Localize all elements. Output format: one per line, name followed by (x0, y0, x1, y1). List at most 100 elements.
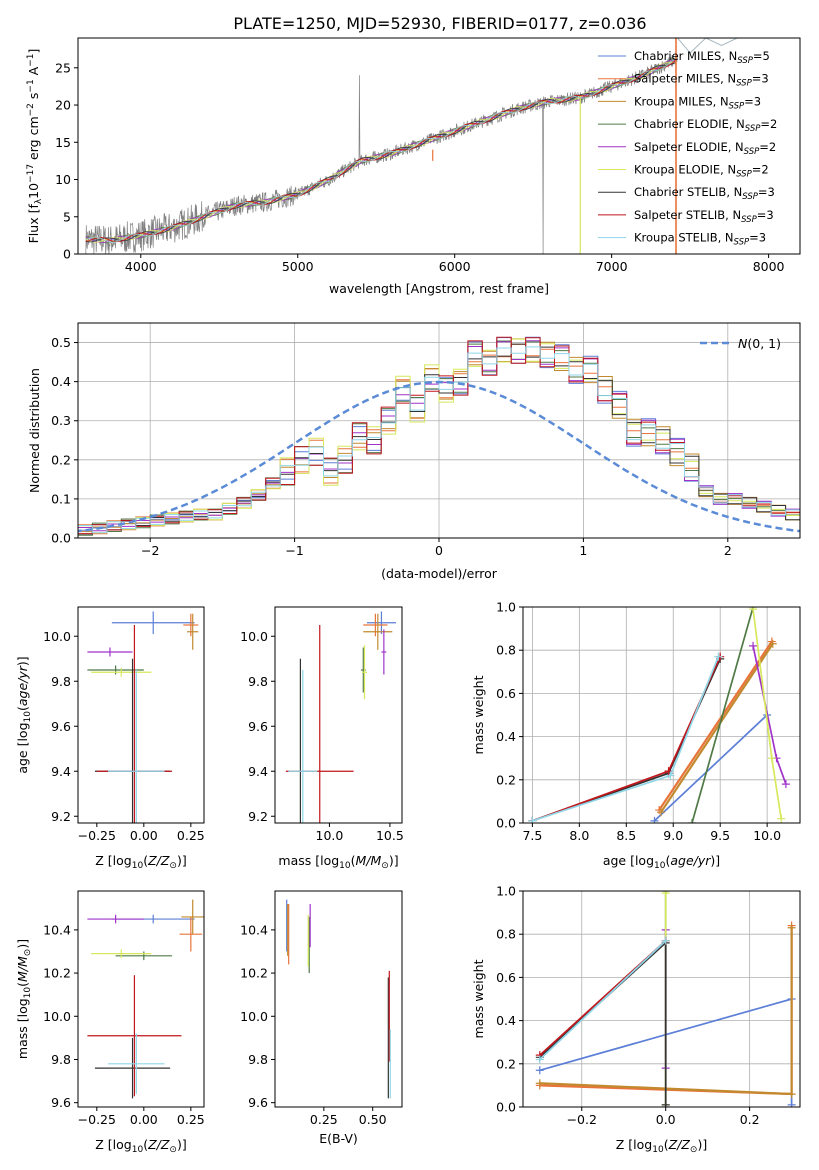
x-tick-label: 1 (579, 543, 587, 558)
x-tick-label: 0.0 (656, 1112, 676, 1127)
y-tick-label: 0.0 (496, 816, 516, 831)
weight-marker-kroupa_miles (768, 639, 777, 648)
y-tick-label: 0.8 (496, 643, 516, 658)
y-tick-label: 0.2 (496, 1056, 516, 1071)
axes-frame (77, 606, 205, 824)
weight-line-chabrier_stelib (539, 940, 667, 1105)
y-tick-label: 0.8 (496, 927, 516, 942)
y-tick-label: 25 (55, 60, 71, 75)
y-tick-label: 0.0 (51, 531, 71, 546)
axes-frame (274, 890, 403, 1108)
y-tick-label: 5 (63, 209, 71, 224)
weight-marker-chabrier_miles (535, 1066, 544, 1075)
y-tick-label: 10.0 (43, 629, 71, 644)
y-tick-label: 9.8 (248, 1052, 268, 1067)
y-tick-label: 9.6 (248, 719, 268, 734)
x-tick-label: −2 (141, 543, 159, 558)
normal-curve (78, 380, 800, 533)
weight-marker-kroupa_stelib (714, 652, 723, 661)
x-tick-label: 9.5 (710, 828, 730, 843)
legend-entry-normal: N(0, 1) (738, 336, 781, 351)
histogram-salpeter_miles (78, 343, 800, 535)
axes-frame (77, 322, 801, 539)
x-tick-label: 9.0 (663, 828, 683, 843)
y-tick-label: 9.6 (248, 1095, 268, 1110)
x-tick-label: −0.25 (78, 828, 116, 843)
panel-spectrum: 4000 5000 6000 7000 8000 0 5 10 15 20 25 Chabrier M… (26, 37, 801, 296)
y-tick-label: 0.0 (496, 1100, 516, 1115)
y-axis-label: Flux [fλ10−17 erg cm−2 s−1 A−1] (26, 49, 44, 244)
axes-frame (522, 890, 801, 1108)
y-tick-label: 15 (55, 135, 71, 150)
y-tick-label: 9.6 (51, 1095, 71, 1110)
x-tick-label: 2 (724, 543, 732, 558)
panel-mass_vs_ebv: 0.25 0.50 9.6 9.8 10.0 10.2 10.4 E(B-V) (240, 890, 403, 1146)
y-tick-label: 9.2 (248, 809, 268, 824)
x-tick-label: 5000 (282, 259, 314, 274)
model-line-salpeter_elodie (85, 59, 677, 244)
y-tick-label: 20 (55, 98, 71, 113)
x-axis-label: Z [log10(Z/Z⊙)] (95, 853, 186, 871)
weight-marker-salpeter_elodie (781, 780, 790, 789)
x-tick-label: 8.5 (616, 828, 636, 843)
x-tick-label: 10.0 (316, 828, 344, 843)
model-line-chabrier_stelib (85, 62, 677, 243)
x-tick-label: 0.25 (177, 1112, 205, 1127)
x-tick-label: 0.00 (130, 1112, 158, 1127)
x-tick-label: 10.0 (753, 828, 781, 843)
plot-area (87, 899, 204, 1099)
x-tick-label: −0.25 (78, 1112, 116, 1127)
model-line-chabrier_miles (85, 61, 677, 243)
weight-line-chabrier_miles (653, 714, 768, 822)
histogram-kroupa_stelib (78, 346, 800, 534)
legend-entry-salpeter_stelib: Salpeter STELIB, NSSP=3 (634, 208, 774, 225)
plot-area (286, 899, 391, 1099)
histogram-kroupa_elodie (78, 338, 800, 534)
x-tick-label: 4000 (125, 259, 157, 274)
weight-marker-kroupa_miles (535, 1079, 544, 1088)
x-tick-label: 0.25 (310, 1112, 338, 1127)
y-tick-label: 1.0 (496, 600, 516, 615)
x-axis-label: wavelength [Angstrom, rest frame] (329, 281, 549, 296)
weight-marker-chabrier_miles (650, 816, 659, 823)
y-tick-label: 9.4 (51, 764, 71, 779)
histogram-chabrier_miles (78, 336, 800, 531)
y-tick-label: 10 (55, 172, 71, 187)
x-axis-label: (data-model)/error (381, 566, 498, 581)
weight-marker-kroupa_stelib (666, 771, 675, 780)
weight-marker-salpeter_elodie (749, 641, 758, 650)
histogram-salpeter_stelib (78, 336, 800, 535)
model-line-kroupa_miles (85, 57, 677, 244)
x-axis-label: age [log10(age/yr)] (603, 853, 720, 871)
x-tick-label: 0.2 (740, 1112, 760, 1127)
axes-frame (77, 37, 801, 255)
y-axis-label: mass weight (471, 959, 486, 1038)
figure-title: PLATE=1250, MJD=52930, FIBERID=0177, z=0… (233, 14, 646, 33)
histogram-kroupa_miles (78, 338, 800, 533)
panel-weight_vs_z: −0.2 0.0 0.2 0.0 0.2 0.4 0.6 0.8 1.0 Z [log10(Z/Z… (471, 884, 801, 1155)
weight-marker-chabrier_elodie (688, 819, 697, 823)
plot-area (285, 611, 396, 823)
y-tick-label: 10.4 (43, 922, 71, 937)
legend-entry-salpeter_elodie: Salpeter ELODIE, NSSP=2 (634, 140, 776, 157)
x-tick-label: 7.5 (522, 828, 542, 843)
histogram-chabrier_stelib (78, 343, 800, 535)
legend-entry-chabrier_elodie: Chabrier ELODIE, NSSP=2 (634, 117, 777, 134)
x-tick-label: −1 (285, 543, 303, 558)
axes-frame (77, 890, 205, 1108)
x-tick-label: 8000 (753, 259, 785, 274)
y-tick-label: 10.0 (240, 1009, 268, 1024)
legend-entry-chabrier_stelib: Chabrier STELIB, NSSP=3 (634, 185, 775, 202)
x-tick-label: 7000 (596, 259, 628, 274)
y-tick-label: 1.0 (496, 884, 516, 899)
y-tick-label: 0.2 (496, 772, 516, 787)
y-tick-label: 9.8 (51, 1052, 71, 1067)
plot-area (85, 38, 761, 254)
plot-area (78, 336, 800, 536)
x-axis-label: mass [log10(M/M⊙)] (278, 853, 398, 871)
panel-age_vs_z: −0.25 0.00 0.25 9.2 9.4 9.6 9.8 10.0 Z [log10(Z/… (15, 606, 205, 871)
y-axis-label: mass [log10(M/M⊙)] (15, 939, 33, 1059)
y-tick-label: 0.1 (51, 491, 71, 506)
weight-line-salpeter_miles (658, 640, 773, 811)
